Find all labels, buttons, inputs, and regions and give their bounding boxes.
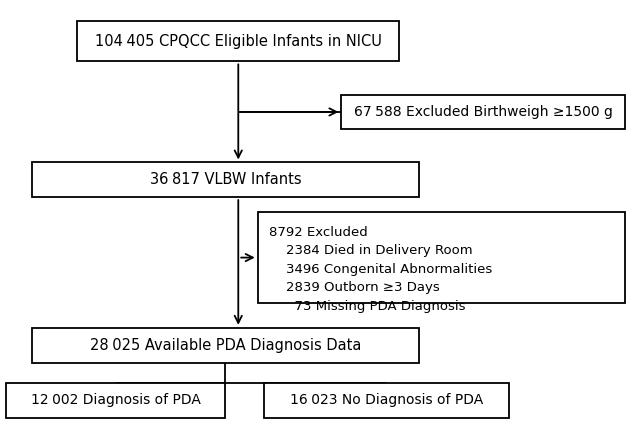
Text: 36 817 VLBW Infants: 36 817 VLBW Infants [149, 172, 301, 187]
Text: 67 588 Excluded Birthweigh ≥1500 g: 67 588 Excluded Birthweigh ≥1500 g [354, 105, 612, 119]
FancyBboxPatch shape [341, 95, 625, 129]
Text: 16 023 No Diagnosis of PDA: 16 023 No Diagnosis of PDA [290, 393, 483, 407]
FancyBboxPatch shape [32, 328, 419, 363]
FancyBboxPatch shape [77, 21, 399, 61]
Text: 8792 Excluded
    2384 Died in Delivery Room
    3496 Congenital Abnormalities
 : 8792 Excluded 2384 Died in Delivery Room… [269, 226, 493, 312]
FancyBboxPatch shape [258, 212, 625, 303]
FancyBboxPatch shape [264, 383, 509, 418]
Text: 28 025 Available PDA Diagnosis Data: 28 025 Available PDA Diagnosis Data [90, 338, 361, 353]
Text: 12 002 Diagnosis of PDA: 12 002 Diagnosis of PDA [31, 393, 201, 407]
Text: 104 405 CPQCC Eligible Infants in NICU: 104 405 CPQCC Eligible Infants in NICU [95, 34, 382, 49]
FancyBboxPatch shape [32, 162, 419, 197]
FancyBboxPatch shape [6, 383, 225, 418]
